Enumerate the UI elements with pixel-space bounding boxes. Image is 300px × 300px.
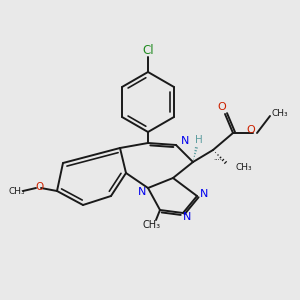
Text: CH₃: CH₃ xyxy=(9,187,25,196)
Text: ····: ···· xyxy=(214,157,223,163)
Text: H: H xyxy=(195,135,203,145)
Text: CH₃: CH₃ xyxy=(272,110,288,118)
Text: N: N xyxy=(200,189,208,199)
Text: N: N xyxy=(138,187,146,197)
Text: CH₃: CH₃ xyxy=(143,220,161,230)
Text: O: O xyxy=(247,125,255,135)
Text: N: N xyxy=(183,212,191,222)
Text: CH₃: CH₃ xyxy=(236,164,253,172)
Text: N: N xyxy=(181,136,189,146)
Text: O: O xyxy=(35,182,43,192)
Text: Cl: Cl xyxy=(142,44,154,56)
Text: O: O xyxy=(218,102,226,112)
